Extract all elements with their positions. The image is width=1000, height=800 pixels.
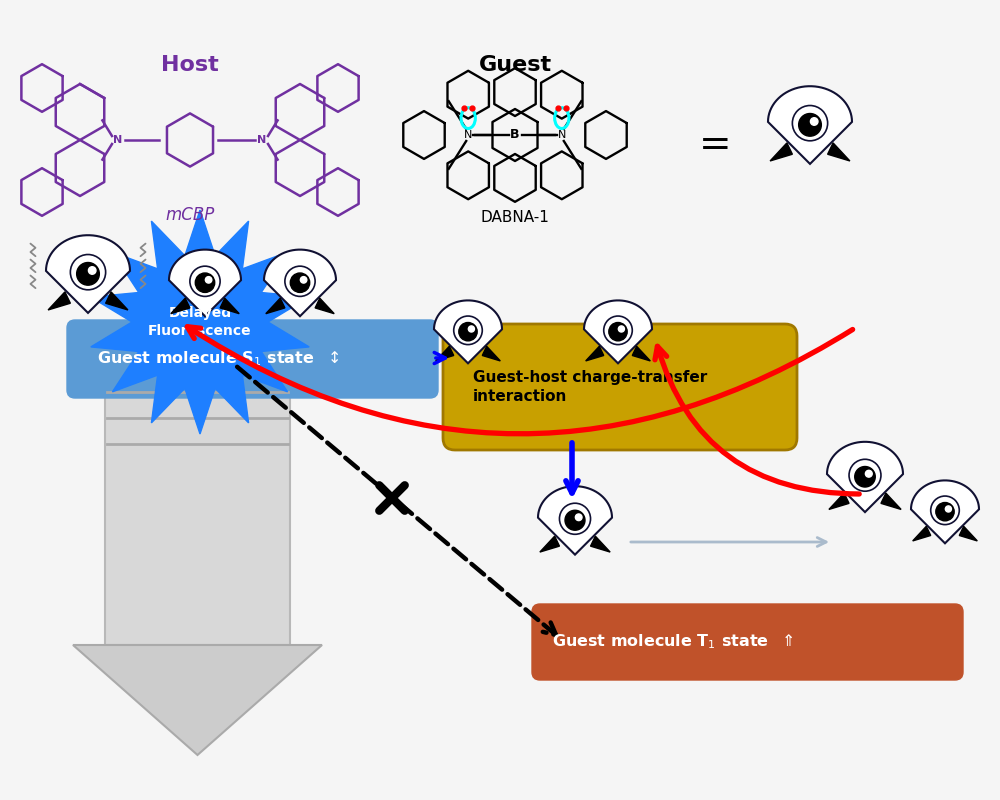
Circle shape — [604, 316, 632, 345]
Polygon shape — [46, 235, 130, 313]
Polygon shape — [264, 250, 336, 316]
Text: N: N — [464, 130, 472, 140]
Circle shape — [565, 510, 585, 530]
Circle shape — [865, 470, 872, 477]
Text: Guest molecule T$_1$ state  $\Uparrow$: Guest molecule T$_1$ state $\Uparrow$ — [552, 633, 794, 651]
Polygon shape — [171, 298, 190, 314]
Polygon shape — [829, 493, 849, 510]
Polygon shape — [91, 210, 309, 434]
FancyBboxPatch shape — [532, 604, 963, 680]
Polygon shape — [538, 486, 612, 554]
Circle shape — [849, 459, 881, 491]
Text: Host: Host — [161, 55, 219, 75]
Circle shape — [931, 496, 959, 525]
Circle shape — [459, 322, 477, 341]
Text: N: N — [257, 135, 267, 145]
Text: DABNA-1: DABNA-1 — [481, 210, 549, 226]
Polygon shape — [881, 493, 901, 510]
Text: N: N — [558, 130, 566, 140]
Circle shape — [205, 277, 212, 283]
Circle shape — [609, 322, 627, 341]
Text: Delayed
Fluorescence: Delayed Fluorescence — [148, 306, 252, 338]
Polygon shape — [48, 292, 70, 310]
Polygon shape — [827, 442, 903, 512]
Polygon shape — [584, 301, 652, 363]
Circle shape — [290, 273, 310, 293]
Polygon shape — [959, 526, 977, 541]
Circle shape — [195, 273, 215, 293]
Circle shape — [792, 106, 828, 141]
Text: mCBP: mCBP — [165, 206, 215, 224]
Polygon shape — [436, 346, 454, 361]
Polygon shape — [315, 298, 334, 314]
Text: B: B — [510, 129, 520, 142]
Circle shape — [855, 466, 875, 487]
Circle shape — [454, 316, 482, 345]
Circle shape — [285, 266, 315, 296]
Polygon shape — [73, 645, 322, 755]
Polygon shape — [482, 346, 500, 361]
FancyBboxPatch shape — [105, 383, 290, 645]
Circle shape — [468, 326, 474, 332]
Circle shape — [936, 502, 954, 521]
FancyBboxPatch shape — [443, 324, 797, 450]
Polygon shape — [106, 292, 128, 310]
Polygon shape — [911, 481, 979, 543]
FancyBboxPatch shape — [67, 320, 438, 398]
Polygon shape — [632, 346, 650, 361]
Circle shape — [799, 114, 821, 136]
Circle shape — [300, 277, 307, 283]
Polygon shape — [540, 536, 559, 552]
Polygon shape — [770, 143, 792, 161]
Circle shape — [190, 266, 220, 296]
Text: N: N — [113, 135, 123, 145]
Polygon shape — [768, 86, 852, 164]
Text: Guest-host charge-transfer
interaction: Guest-host charge-transfer interaction — [473, 370, 707, 404]
Circle shape — [77, 262, 99, 285]
Polygon shape — [586, 346, 604, 361]
Text: Guest molecule S$_1$ state  $\updownarrow$: Guest molecule S$_1$ state $\updownarrow… — [97, 350, 340, 368]
Polygon shape — [169, 250, 241, 316]
Polygon shape — [220, 298, 239, 314]
Text: =: = — [699, 126, 731, 164]
Polygon shape — [434, 301, 502, 363]
Polygon shape — [591, 536, 610, 552]
Polygon shape — [266, 298, 285, 314]
Circle shape — [618, 326, 624, 332]
Circle shape — [945, 506, 951, 512]
Polygon shape — [828, 143, 850, 161]
Text: Guest: Guest — [478, 55, 552, 75]
Circle shape — [88, 266, 96, 274]
Circle shape — [810, 118, 818, 126]
Circle shape — [559, 503, 591, 534]
Polygon shape — [913, 526, 931, 541]
Circle shape — [575, 514, 582, 521]
Circle shape — [70, 254, 106, 290]
